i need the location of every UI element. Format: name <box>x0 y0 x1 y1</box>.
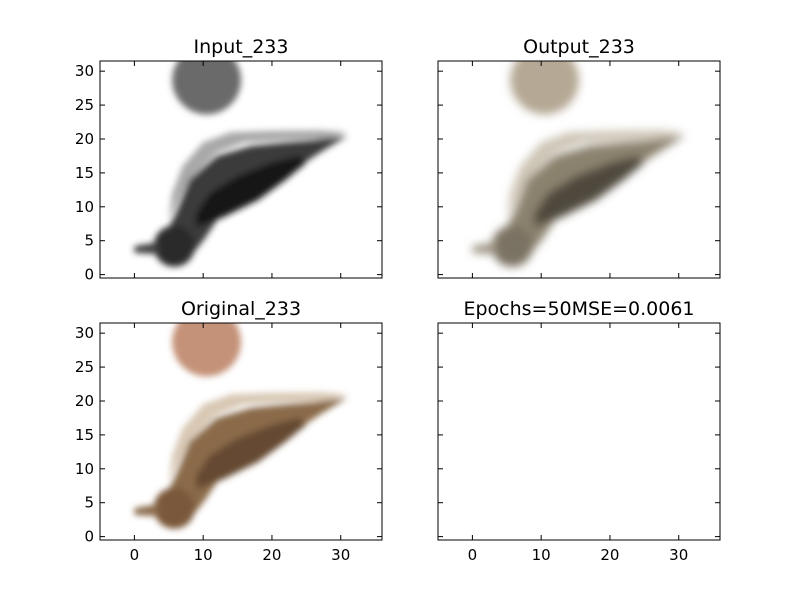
bird-belly <box>168 130 348 221</box>
bird-feet <box>172 61 241 115</box>
bird-image-1 <box>134 61 348 267</box>
plot-area <box>438 323 720 540</box>
bird-beak <box>134 504 159 517</box>
bird-head <box>153 487 195 529</box>
axes-frame <box>437 322 721 541</box>
y-tick-label: 25 <box>75 96 94 114</box>
y-tick-label: 15 <box>75 164 94 182</box>
bird-image-2 <box>472 61 686 267</box>
x-tick-label: 20 <box>600 546 619 564</box>
bird-wing <box>196 155 307 228</box>
y-tick-label: 20 <box>75 392 94 410</box>
x-tick-label: 20 <box>262 546 281 564</box>
x-tick-label: 30 <box>669 546 688 564</box>
x-tick-label: 0 <box>130 546 140 564</box>
axes-frame <box>437 60 721 279</box>
subplot-title: Original_233 <box>181 298 301 320</box>
subplot-2: Output_233 <box>437 36 721 279</box>
y-tick-label: 0 <box>84 528 94 546</box>
axes-frame <box>99 322 383 541</box>
bird-feet <box>510 61 579 115</box>
x-tick-label: 0 <box>468 546 478 564</box>
subplot-1: Input_233 0 5 10 15 20 25 30 <box>75 36 383 284</box>
subplot-title: Input_233 <box>194 36 289 58</box>
y-tick-label: 30 <box>75 62 94 80</box>
subplot-title: Output_233 <box>523 36 635 58</box>
image-area <box>472 61 686 267</box>
y-tick-label: 5 <box>84 232 94 250</box>
image-area <box>134 323 348 529</box>
bird-wing <box>534 155 645 228</box>
y-tick-label: 30 <box>75 324 94 342</box>
bird-wing <box>196 417 307 490</box>
bird-feet <box>172 323 241 377</box>
bird-belly <box>168 392 348 483</box>
y-tick-label: 0 <box>84 266 94 284</box>
bird-image-3 <box>134 323 348 529</box>
y-tick-label: 10 <box>75 460 94 478</box>
axes-frame <box>99 60 383 279</box>
y-tick-label: 10 <box>75 198 94 216</box>
bird-beak <box>472 242 497 255</box>
bird-head <box>491 225 533 267</box>
subplot-4: Epochs=50MSE=0.0061 0 10 20 30 <box>437 298 721 564</box>
x-tick-label: 30 <box>331 546 350 564</box>
y-tick-label: 5 <box>84 494 94 512</box>
bird-head <box>153 225 195 267</box>
bird-beak <box>134 242 159 255</box>
x-tick-label: 10 <box>532 546 551 564</box>
image-area <box>134 61 348 267</box>
y-tick-label: 20 <box>75 130 94 148</box>
y-tick-label: 15 <box>75 426 94 444</box>
subplot-title: Epochs=50MSE=0.0061 <box>463 298 694 320</box>
subplot-3: Original_233 0 10 20 30 0 5 10 15 20 25 30 <box>75 298 383 564</box>
x-tick-label: 10 <box>194 546 213 564</box>
y-tick-label: 25 <box>75 358 94 376</box>
bird-belly <box>506 130 686 221</box>
